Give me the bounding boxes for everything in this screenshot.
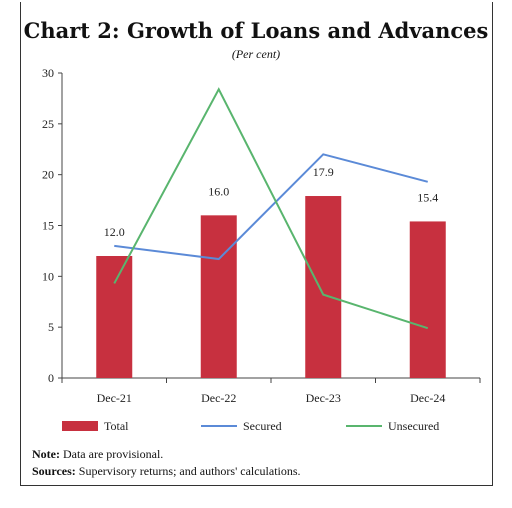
chart-area: 0 5 10 15 20 25 30 Dec-21 Dec-22 Dec-23 Dec-24 12.…: [42, 66, 481, 433]
y-tick-label: 20: [42, 168, 54, 182]
bar: [200, 215, 237, 378]
bar: [409, 221, 446, 378]
legend: Total Secured Unsecured: [62, 419, 439, 433]
y-tick-label: 15: [42, 219, 54, 233]
sources-line: Sources: Supervisory returns; and author…: [32, 463, 301, 480]
x-tick-label: Dec-21: [97, 391, 132, 405]
x-tick-label: Dec-22: [201, 391, 236, 405]
legend-label: Unsecured: [388, 419, 439, 433]
sources-label: Sources:: [32, 464, 76, 478]
y-tick-label: 25: [42, 117, 54, 131]
y-tick-label: 10: [42, 269, 54, 283]
bar-value-label: 16.0: [208, 184, 229, 198]
chart-axes: 0 5 10 15 20 25 30 Dec-21 Dec-22 Dec-23 Dec-24: [42, 66, 481, 405]
bar-value-label: 12.0: [104, 225, 125, 239]
x-tick-label: Dec-24: [410, 391, 445, 405]
legend-label: Total: [104, 419, 129, 433]
note-text: Data are provisional.: [59, 447, 164, 461]
legend-label: Secured: [243, 419, 282, 433]
x-tick-label: Dec-23: [306, 391, 341, 405]
chart-subtitle: (Per cent): [231, 47, 281, 61]
chart-notes: Note: Data are provisional. Sources: Sup…: [32, 446, 301, 480]
sources-text: Supervisory returns; and authors' calcul…: [75, 464, 301, 478]
y-tick-label: 0: [48, 371, 54, 385]
bar: [305, 196, 342, 378]
note-label: Note:: [32, 447, 60, 461]
y-tick-label: 30: [42, 66, 54, 80]
bar-value-label: 17.9: [313, 165, 334, 179]
bar-value-label: 15.4: [417, 190, 438, 204]
line-series: [113, 87, 429, 330]
series-line-unsecured: [113, 87, 429, 330]
series-line-secured: [114, 153, 429, 261]
note-line: Note: Data are provisional.: [32, 446, 301, 463]
chart-frame: [20, 2, 493, 486]
legend-swatch-total: [62, 421, 98, 431]
data-labels: 12.0 16.0 17.9 15.4: [104, 165, 439, 239]
y-tick-label: 5: [48, 320, 54, 334]
bar: [96, 256, 133, 378]
chart-title: Chart 2: Growth of Loans and Advances: [23, 18, 489, 43]
bar-series: [96, 196, 446, 378]
